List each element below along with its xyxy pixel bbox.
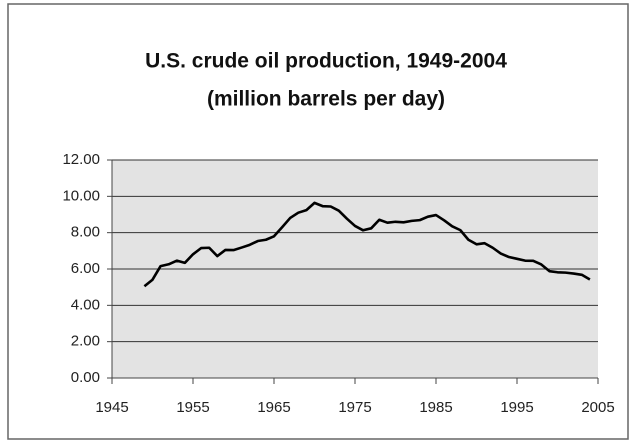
- y-tick-label: 8.00: [71, 224, 100, 241]
- x-tick-label: 2005: [581, 399, 614, 416]
- data-line: [143, 201, 591, 288]
- y-tick-label: 2.00: [71, 333, 100, 350]
- x-tick-label: 1975: [338, 399, 371, 416]
- chart-title: U.S. crude oil production, 1949-2004: [145, 50, 507, 73]
- y-tick-label: 0.00: [71, 369, 100, 386]
- x-tick-label: 1945: [95, 399, 128, 416]
- x-tick-label: 1995: [500, 399, 533, 416]
- y-tick-label: 6.00: [71, 260, 100, 277]
- y-tick-label: 10.00: [62, 187, 100, 204]
- chart-subtitle: (million barrels per day): [207, 88, 445, 111]
- y-tick-label: 4.00: [71, 296, 100, 313]
- x-tick-label: 1985: [419, 399, 452, 416]
- x-tick-label: 1955: [176, 399, 209, 416]
- x-tick-label: 1965: [257, 399, 290, 416]
- y-tick-label: 12.00: [62, 151, 100, 168]
